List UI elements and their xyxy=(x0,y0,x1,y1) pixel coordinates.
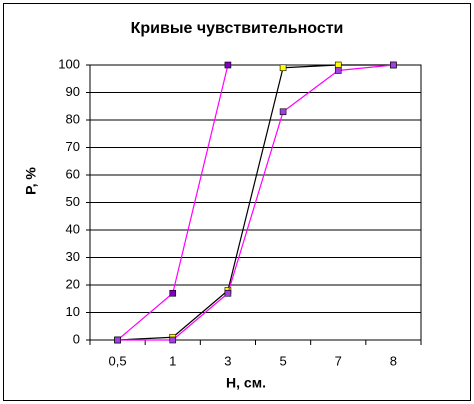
x-tick-label: 7 xyxy=(335,353,342,368)
y-tick-label: 10 xyxy=(66,304,80,319)
point-marker xyxy=(169,336,177,344)
x-tick-label: 5 xyxy=(279,353,286,368)
point-marker xyxy=(279,108,287,116)
y-tick-label: 100 xyxy=(58,56,80,71)
y-tick-label: 30 xyxy=(66,249,80,264)
y-tick-label: 0 xyxy=(73,331,80,346)
point-marker xyxy=(390,61,397,69)
point-marker xyxy=(114,336,121,344)
y-tick-label: 50 xyxy=(66,194,80,209)
point-marker xyxy=(169,289,177,297)
series-line xyxy=(117,64,394,341)
y-axis-label: Р, % xyxy=(23,167,39,195)
y-tick-label: 80 xyxy=(66,111,80,126)
x-tick-label: 8 xyxy=(390,353,397,368)
point-marker xyxy=(224,61,232,69)
y-tick-label: 20 xyxy=(66,276,80,291)
series-line xyxy=(117,64,394,341)
x-tick-label: 3 xyxy=(224,353,231,368)
y-tick-label: 70 xyxy=(66,139,80,154)
y-tick-label: 60 xyxy=(66,166,80,181)
x-axis-label: Н, см. xyxy=(226,375,266,391)
point-marker xyxy=(334,61,342,69)
point-marker xyxy=(279,64,287,72)
y-tick-label: 40 xyxy=(66,221,80,236)
y-tick-label: 90 xyxy=(66,84,80,99)
x-tick-label: 0,5 xyxy=(109,353,127,368)
point-marker xyxy=(224,289,232,297)
point-marker xyxy=(334,67,342,74)
x-tick-label: 1 xyxy=(169,353,176,368)
chart-title: Кривые чувствительности xyxy=(131,20,344,37)
